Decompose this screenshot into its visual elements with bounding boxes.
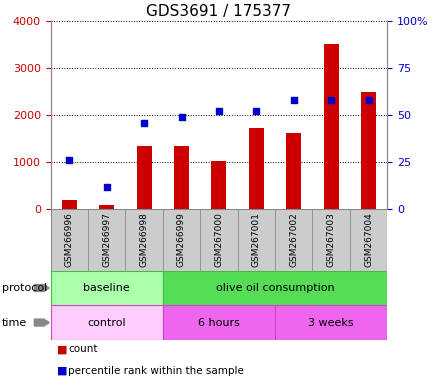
- Point: [253, 108, 260, 114]
- Text: control: control: [88, 318, 126, 328]
- Bar: [163, 305, 275, 340]
- Bar: [51, 209, 88, 271]
- Bar: [200, 209, 238, 271]
- Point: [178, 114, 185, 120]
- Text: protocol: protocol: [2, 283, 48, 293]
- Bar: [275, 305, 387, 340]
- Text: 6 hours: 6 hours: [198, 318, 240, 328]
- Bar: [136, 146, 151, 209]
- Text: ■: ■: [57, 344, 68, 354]
- Bar: [238, 209, 275, 271]
- Bar: [211, 161, 226, 209]
- Bar: [249, 128, 264, 209]
- Bar: [163, 271, 387, 305]
- Bar: [174, 146, 189, 209]
- Text: GSM266998: GSM266998: [139, 213, 149, 267]
- Text: time: time: [2, 318, 27, 328]
- Text: ■: ■: [57, 366, 68, 376]
- Bar: [88, 209, 125, 271]
- Text: GSM267001: GSM267001: [252, 213, 261, 267]
- Text: baseline: baseline: [83, 283, 130, 293]
- Bar: [51, 271, 163, 305]
- Point: [290, 97, 297, 103]
- Text: count: count: [68, 344, 98, 354]
- Bar: [286, 133, 301, 209]
- Point: [66, 157, 73, 164]
- Bar: [312, 209, 350, 271]
- Bar: [275, 209, 312, 271]
- Text: GSM266999: GSM266999: [177, 213, 186, 267]
- Bar: [51, 305, 163, 340]
- Text: olive oil consumption: olive oil consumption: [216, 283, 334, 293]
- Point: [103, 184, 110, 190]
- Point: [365, 97, 372, 103]
- Bar: [99, 205, 114, 209]
- Title: GDS3691 / 175377: GDS3691 / 175377: [147, 3, 291, 18]
- Bar: [62, 200, 77, 209]
- Point: [216, 108, 223, 114]
- Text: GSM266997: GSM266997: [102, 213, 111, 267]
- Bar: [163, 209, 200, 271]
- Text: GSM267004: GSM267004: [364, 213, 373, 267]
- Bar: [125, 209, 163, 271]
- Bar: [323, 44, 339, 209]
- Text: percentile rank within the sample: percentile rank within the sample: [68, 366, 244, 376]
- Text: GSM267002: GSM267002: [289, 213, 298, 267]
- Text: GSM266996: GSM266996: [65, 213, 74, 267]
- Text: GSM267000: GSM267000: [214, 213, 224, 267]
- Bar: [350, 209, 387, 271]
- Text: GSM267003: GSM267003: [326, 213, 336, 267]
- Point: [141, 120, 148, 126]
- Text: 3 weeks: 3 weeks: [308, 318, 354, 328]
- Point: [327, 97, 335, 103]
- Bar: [361, 92, 376, 209]
